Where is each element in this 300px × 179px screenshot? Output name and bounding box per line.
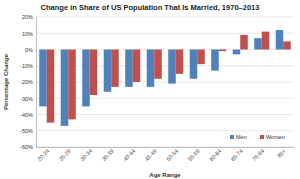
grid xyxy=(36,17,294,147)
y-tick: -60% xyxy=(20,144,36,150)
bar xyxy=(104,50,112,92)
legend-label: Men xyxy=(236,134,247,140)
y-axis: -60% -50% -40% -30% -20% -10% 0% 10% 20% xyxy=(20,14,36,150)
bar xyxy=(233,50,241,55)
legend-swatch xyxy=(230,135,234,139)
bar xyxy=(39,50,47,107)
legend-swatch xyxy=(260,135,264,139)
grid-line xyxy=(36,17,294,18)
x-tick: 30-34 xyxy=(79,148,93,162)
bar xyxy=(90,50,98,96)
x-tick-label: 65-74 xyxy=(230,148,244,162)
y-tick-label: 0% xyxy=(25,47,33,53)
x-tick: 40-44 xyxy=(122,148,136,162)
y-tick: -30% xyxy=(20,96,36,102)
x-axis-line xyxy=(37,147,295,148)
y-tick-label: -60% xyxy=(20,144,33,150)
x-axis: 20-24 25-29 30-34 35-39 40-44 45-49 50-54 55-59… xyxy=(36,148,294,163)
grid-line xyxy=(36,33,294,34)
x-tick-label: 75-84 xyxy=(251,148,265,162)
x-tick-label: 35-39 xyxy=(101,148,115,162)
y-tick: -20% xyxy=(20,79,36,85)
legend: Men Women xyxy=(230,134,285,140)
bar xyxy=(262,32,270,50)
x-axis-title: Age Range xyxy=(149,172,181,178)
x-tick-label: 45-49 xyxy=(144,148,158,162)
bar xyxy=(61,50,69,126)
x-tick: 85+ xyxy=(276,148,287,159)
bar xyxy=(68,50,76,120)
y-tick: 20% xyxy=(22,14,36,20)
bar-series xyxy=(47,32,291,123)
y-tick-label: 20% xyxy=(22,14,33,20)
bar xyxy=(190,50,198,79)
bar xyxy=(82,50,90,107)
x-tick-label: 25-29 xyxy=(58,148,72,162)
x-tick: 45-49 xyxy=(144,148,158,162)
bar xyxy=(125,50,133,87)
y-tick: 0% xyxy=(25,47,36,53)
x-tick-label: 85+ xyxy=(276,148,287,159)
x-tick: 65-74 xyxy=(230,148,244,162)
bar-series xyxy=(39,30,283,126)
title: Change in Share of US Population That Is… xyxy=(41,3,260,12)
bar xyxy=(147,50,155,87)
x-tick: 60-64 xyxy=(208,148,222,162)
bar xyxy=(197,50,205,65)
bar xyxy=(254,38,262,49)
y-tick: -50% xyxy=(20,128,36,134)
x-tick-label: 60-64 xyxy=(208,148,222,162)
chart: Change in Share of US Population That Is… xyxy=(0,0,300,179)
x-tick-label: 40-44 xyxy=(122,148,136,162)
x-tick-label: 20-24 xyxy=(36,148,50,162)
x-tick: 35-39 xyxy=(101,148,115,162)
y-tick-label: -50% xyxy=(20,128,33,134)
bar xyxy=(283,41,291,49)
bar xyxy=(168,50,176,84)
y-tick: 10% xyxy=(22,31,36,37)
bar xyxy=(276,30,284,50)
x-tick: 55-59 xyxy=(187,148,201,162)
y-tick-label: -30% xyxy=(20,96,33,102)
bar xyxy=(111,50,119,87)
bar xyxy=(219,50,227,52)
legend-label: Women xyxy=(266,134,285,140)
legend-item: Men xyxy=(230,134,247,140)
y-tick: -10% xyxy=(20,63,36,69)
y-tick-label: 10% xyxy=(22,31,33,37)
bar xyxy=(176,50,184,74)
x-tick: 75-84 xyxy=(251,148,265,162)
y-tick-label: -10% xyxy=(20,63,33,69)
y-axis-title: Percentage Change xyxy=(3,53,9,110)
bar xyxy=(47,50,55,123)
bar xyxy=(154,50,162,79)
bar xyxy=(211,50,219,71)
y-tick: -40% xyxy=(20,112,36,118)
grid-line xyxy=(36,147,294,148)
grid-line xyxy=(36,130,294,131)
bar xyxy=(240,35,248,50)
y-tick-label: -40% xyxy=(20,112,33,118)
x-tick-label: 50-54 xyxy=(165,148,179,162)
bar xyxy=(133,50,141,83)
y-axis-line xyxy=(36,18,37,148)
x-tick-label: 30-34 xyxy=(79,148,93,162)
legend-item: Women xyxy=(260,134,285,140)
x-tick: 25-29 xyxy=(58,148,72,162)
x-tick-label: 55-59 xyxy=(187,148,201,162)
y-tick-label: -20% xyxy=(20,79,33,85)
bars xyxy=(39,30,291,126)
x-tick: 50-54 xyxy=(165,148,179,162)
x-tick: 20-24 xyxy=(36,148,50,162)
